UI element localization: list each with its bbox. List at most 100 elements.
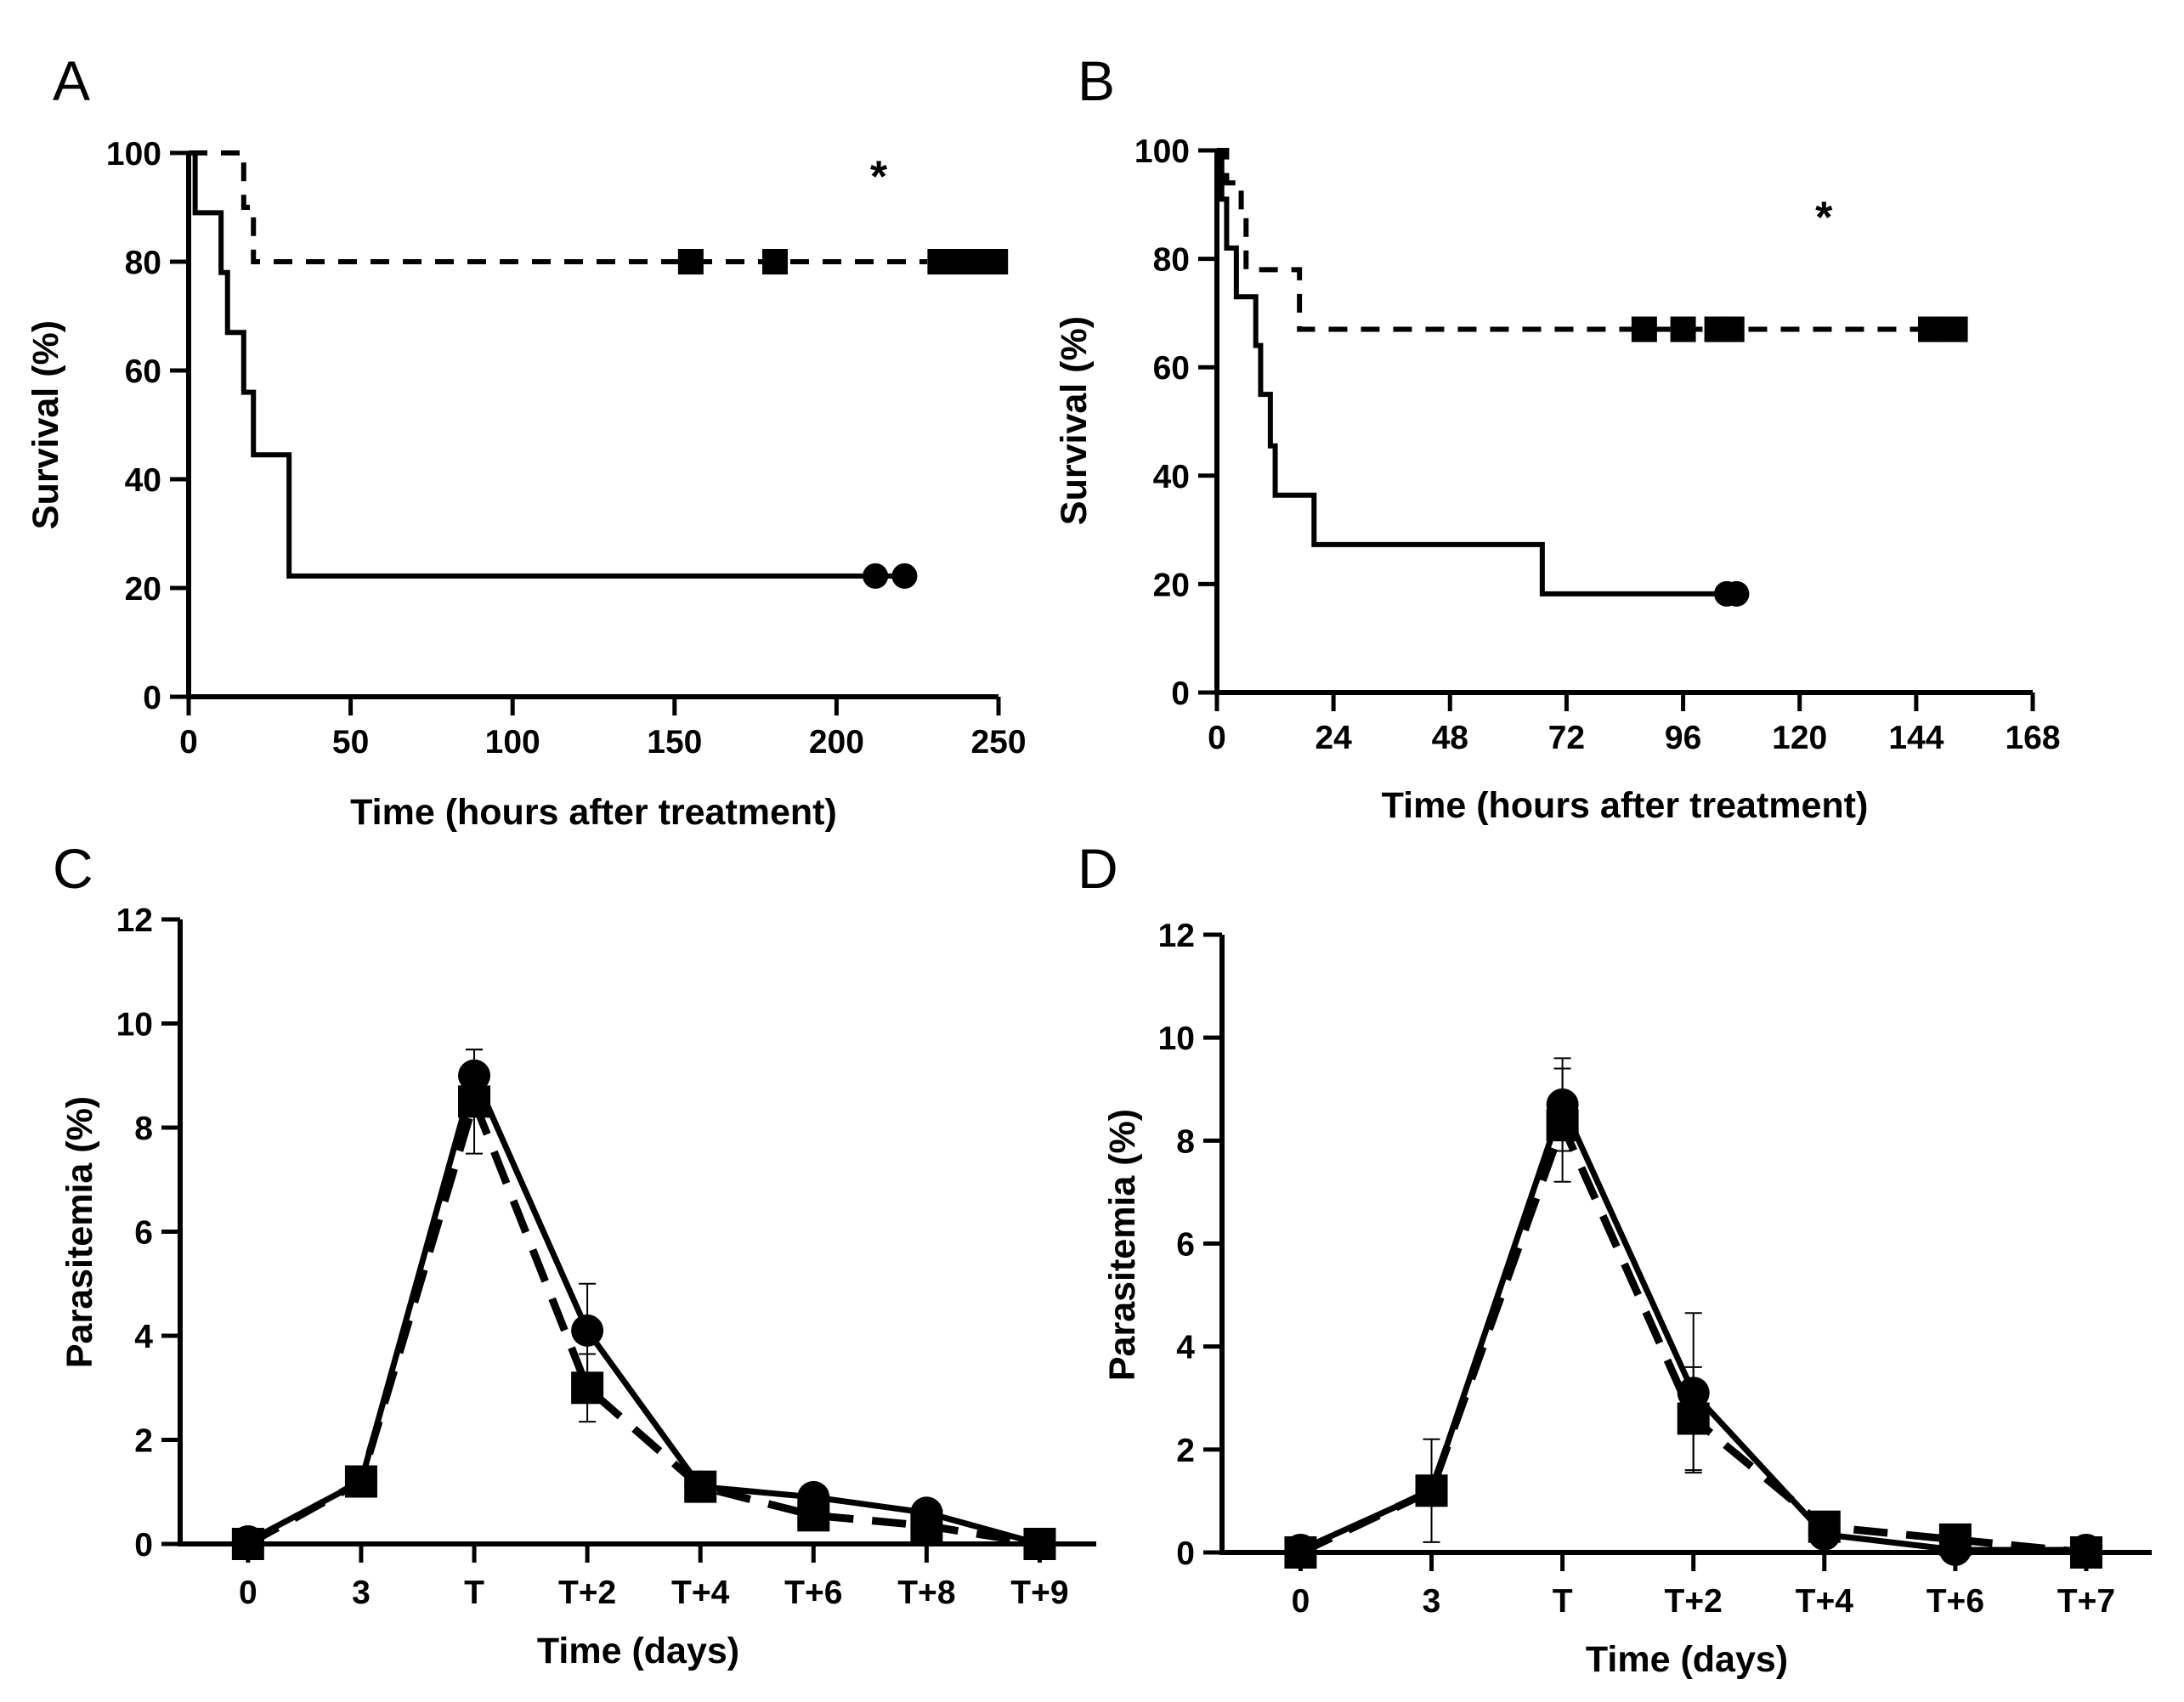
- data-point-circle: [2069, 1533, 2102, 1566]
- y-axis-title: Survival (%): [1054, 316, 1095, 525]
- y-axis-title: Parasitemia (%): [1102, 1109, 1143, 1381]
- x-tick-label: T+9: [1010, 1575, 1068, 1611]
- data-point-circle: [797, 1480, 830, 1513]
- x-tick-label: 250: [970, 724, 1026, 761]
- y-tick-label: 20: [125, 571, 161, 608]
- x-tick-label: 100: [485, 724, 540, 761]
- censor-mark-square: [1942, 316, 1968, 342]
- survival-line-dashed: [1217, 148, 1961, 332]
- censor-mark-circle: [863, 563, 889, 589]
- x-tick-label: 144: [1888, 720, 1944, 756]
- significance-asterisk: *: [1815, 194, 1833, 243]
- x-tick-label: T+7: [2057, 1583, 2115, 1620]
- censor-mark-square: [677, 249, 704, 274]
- panel-b-survival-chart: B 0 20 40 60 80 100 Time (hours after treatment…: [1054, 49, 2061, 826]
- x-tick-label: 0: [239, 1575, 257, 1611]
- censor-mark-circle: [891, 563, 918, 589]
- series-line-solid: [246, 1072, 1041, 1547]
- y-tick-label: 8: [1176, 1123, 1195, 1160]
- y-tick-label: 10: [116, 1007, 153, 1043]
- y-tick-label: 20: [1153, 567, 1190, 603]
- panel-letter: B: [1078, 49, 1115, 112]
- y-tick-label: 4: [1176, 1330, 1195, 1366]
- y-tick-label: 0: [1176, 1535, 1195, 1572]
- y-tick-label: 0: [1171, 676, 1190, 712]
- censor-mark-circle: [1723, 580, 1750, 607]
- x-tick-label: 168: [2005, 720, 2060, 756]
- data-point-circle: [1284, 1533, 1317, 1566]
- y-tick-label: 40: [125, 462, 161, 499]
- data-point-circle: [910, 1496, 943, 1530]
- censor-mark-square: [1718, 316, 1745, 342]
- y-tick-label: 6: [134, 1215, 153, 1252]
- y-tick-label: 80: [125, 245, 161, 281]
- data-point-circle: [1415, 1474, 1448, 1507]
- x-tick-label: T+2: [1665, 1583, 1723, 1620]
- survival-line-solid: [189, 150, 902, 579]
- x-axis-title: Time (days): [537, 1631, 739, 1671]
- censor-mark-square: [761, 249, 788, 274]
- x-tick-label: T+2: [558, 1575, 616, 1611]
- x-tick-label: 150: [647, 724, 702, 761]
- y-axis-title: Survival (%): [25, 320, 66, 529]
- y-tick-label: 12: [116, 902, 153, 939]
- panel-a-survival-chart: A 0 20 40 60 80 100 Time (hours after treatment…: [25, 49, 1027, 833]
- x-tick-label: 72: [1548, 720, 1585, 756]
- y-tick-label: 0: [143, 680, 161, 716]
- data-point-circle: [1023, 1528, 1056, 1560]
- x-tick-label: T+4: [1796, 1583, 1854, 1620]
- data-point-circle: [1546, 1088, 1579, 1121]
- censor-mark-square: [1631, 316, 1657, 342]
- y-tick-label: 2: [134, 1423, 153, 1460]
- panel-c-parasitemia-chart: C 0 2 4 6 8 10 12 Time (days) Parasitemia (%) 0 3 T T…: [53, 837, 1096, 1671]
- censor-mark-square: [982, 249, 1009, 274]
- data-point-circle: [231, 1524, 264, 1558]
- y-tick-label: 12: [1158, 918, 1195, 954]
- x-tick-label: T: [1553, 1583, 1573, 1620]
- significance-asterisk: *: [870, 153, 888, 202]
- data-point-circle: [1938, 1533, 1972, 1566]
- y-tick-label: 6: [1176, 1227, 1195, 1264]
- data-point-circle: [1677, 1377, 1710, 1410]
- censor-mark-square: [1670, 316, 1696, 342]
- x-tick-label: T+4: [671, 1575, 730, 1611]
- x-tick-label: T+6: [784, 1575, 842, 1611]
- x-tick-label: 0: [179, 724, 198, 761]
- y-tick-label: 10: [1158, 1021, 1195, 1057]
- series-line-dashed: [246, 1097, 1041, 1548]
- x-tick-label: 200: [809, 724, 864, 761]
- x-axis-title: Time (hours after treatment): [350, 792, 837, 833]
- y-tick-label: 100: [1134, 133, 1190, 170]
- data-point-circle: [458, 1059, 491, 1092]
- x-tick-label: 3: [1423, 1583, 1441, 1620]
- y-tick-label: 8: [134, 1111, 153, 1147]
- x-tick-label: 48: [1432, 720, 1468, 756]
- y-tick-label: 60: [125, 353, 161, 390]
- panel-letter: C: [53, 837, 93, 900]
- x-tick-label: 96: [1665, 720, 1701, 756]
- y-tick-label: 2: [1176, 1433, 1195, 1469]
- data-point-circle: [684, 1470, 717, 1503]
- survival-line-dashed: [189, 150, 928, 264]
- y-tick-label: 0: [134, 1527, 153, 1563]
- y-tick-label: 80: [1153, 242, 1190, 279]
- data-point-circle: [344, 1465, 377, 1498]
- censor-mark-square: [1918, 316, 1944, 342]
- panel-d-parasitemia-chart: D 0 2 4 6 8 10 12 Time (days) Parasitemia (%) 0 3 T T…: [1078, 837, 2152, 1680]
- x-axis-title: Time (hours after treatment): [1382, 785, 1869, 826]
- data-point-circle: [1808, 1518, 1841, 1551]
- x-tick-label: T+6: [1927, 1583, 1984, 1620]
- x-tick-label: 0: [1292, 1583, 1310, 1620]
- x-tick-label: 120: [1772, 720, 1827, 756]
- survival-line-solid: [1217, 148, 1742, 597]
- y-axis-title: Parasitemia (%): [59, 1096, 100, 1368]
- data-point-circle: [571, 1314, 604, 1347]
- x-tick-label: 24: [1315, 720, 1352, 756]
- x-tick-label: 0: [1208, 720, 1226, 756]
- panel-letter: A: [53, 49, 90, 112]
- y-tick-label: 60: [1153, 350, 1190, 387]
- panel-letter: D: [1078, 837, 1118, 900]
- x-tick-label: T+8: [897, 1575, 955, 1611]
- y-tick-label: 4: [134, 1319, 153, 1355]
